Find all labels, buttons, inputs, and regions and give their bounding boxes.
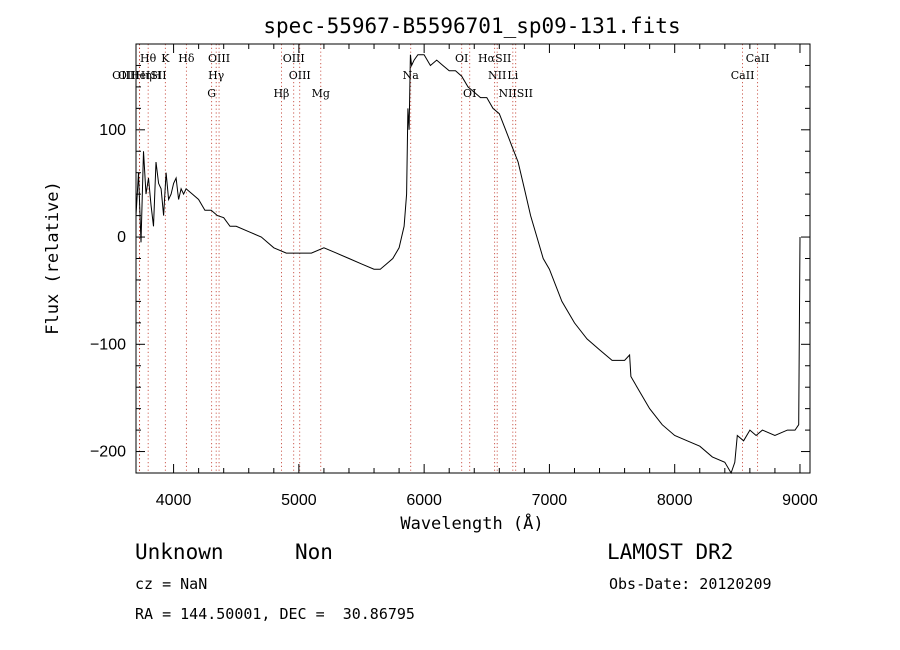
x-tick-label: 8000 bbox=[657, 492, 693, 509]
spectral-line-label: Mg bbox=[312, 87, 330, 100]
plot-frame bbox=[135, 43, 811, 474]
spectral-line-label: Hβ bbox=[273, 87, 289, 100]
x-tick-label: 7000 bbox=[532, 492, 568, 509]
class-label: Unknown bbox=[135, 540, 224, 564]
x-tick-label: 9000 bbox=[782, 492, 818, 509]
spectral-line-label: K bbox=[161, 52, 170, 65]
y-tick-label: −200 bbox=[90, 444, 126, 461]
spectral-line-labels: Hθ K Hδ OIII OIII OI HαSII CaII OIIHeISII Hγ OIII N… bbox=[112, 52, 769, 100]
subclass-label: Non bbox=[295, 540, 333, 564]
y-tick-label: −100 bbox=[90, 336, 126, 353]
x-tick-label: 6000 bbox=[406, 492, 442, 509]
y-axis-label: Flux (relative) bbox=[43, 181, 63, 335]
x-tick-label: 5000 bbox=[281, 492, 317, 509]
spectral-line-label: Na bbox=[403, 69, 420, 82]
spectral-line-label: NIISII bbox=[498, 87, 533, 100]
spectral-line-label: CaII bbox=[731, 69, 755, 82]
spectral-line-label: OIIHeISII bbox=[112, 69, 166, 82]
spectral-line-label: OIII bbox=[283, 52, 305, 65]
spectral-line-label: G bbox=[207, 87, 216, 100]
axis-ticks: 4000 5000 6000 7000 8000 9000 −200 −100 0 100 bbox=[90, 44, 818, 509]
spectral-line-label: OI bbox=[463, 87, 476, 100]
obs-date-label: Obs-Date: 20120209 bbox=[609, 575, 772, 593]
spectral-line-label: CaII bbox=[746, 52, 770, 65]
spectral-line-label: OI bbox=[455, 52, 468, 65]
spectral-lines-layer bbox=[138, 44, 759, 473]
spectral-line-label: Hδ bbox=[178, 52, 195, 65]
spectral-line-label: HαSII bbox=[478, 52, 511, 65]
spectral-line-label: Hθ bbox=[140, 52, 157, 65]
x-axis-label: Wavelength (Å) bbox=[400, 512, 543, 534]
spectral-line-label: OIII bbox=[208, 52, 230, 65]
spectral-line-label: Hγ bbox=[208, 69, 225, 82]
spectral-line-label: NII bbox=[488, 69, 506, 82]
coordinates-label: RA = 144.50001, DEC = 30.86795 bbox=[135, 605, 415, 623]
spectral-line-label: OIIHηH bbox=[118, 69, 161, 82]
chart-title: spec-55967-B5596701_sp09-131.fits bbox=[263, 14, 680, 38]
y-tick-label: 0 bbox=[117, 229, 126, 246]
redshift-label: cz = NaN bbox=[135, 575, 208, 593]
spectral-line-label: OIII bbox=[289, 69, 311, 82]
x-tick-label: 4000 bbox=[156, 492, 192, 509]
y-tick-label: 100 bbox=[99, 122, 126, 139]
survey-label: LAMOST DR2 bbox=[607, 540, 734, 564]
spectral-line-label: Li bbox=[507, 69, 518, 82]
flux-series-line bbox=[135, 54, 801, 475]
